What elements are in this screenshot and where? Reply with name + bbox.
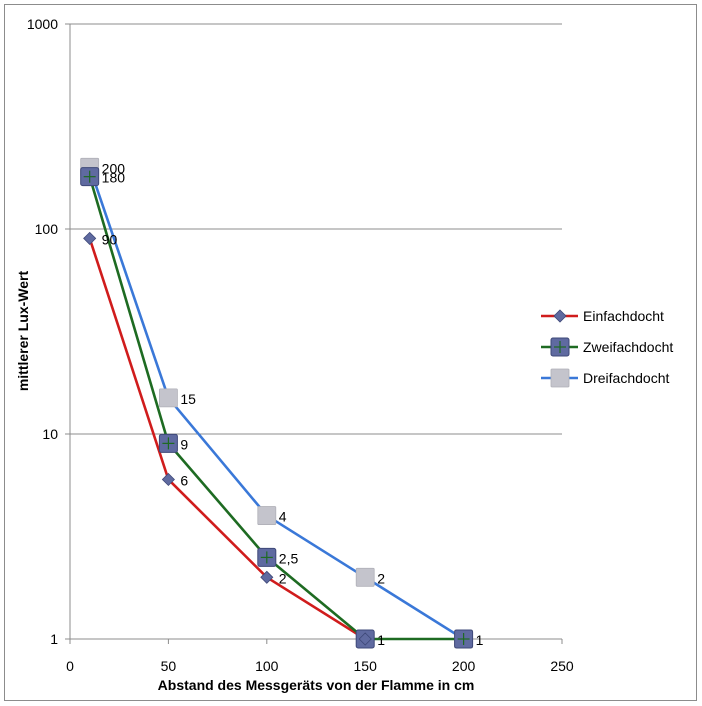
legend-label: Zweifachdocht — [583, 339, 673, 355]
data-label-einfachdocht: 6 — [180, 472, 188, 488]
y-tick-label: 10 — [42, 426, 58, 442]
legend-label: Dreifachdocht — [583, 370, 669, 386]
x-tick-label: 250 — [550, 658, 574, 674]
legend-item-einfachdocht: Einfachdocht — [541, 308, 664, 324]
data-label-dreifachdocht: 15 — [180, 391, 196, 407]
point-zweifachdocht — [257, 547, 277, 567]
legend-item-zweifachdocht: Zweifachdocht — [541, 337, 673, 357]
point-einfachdocht — [358, 632, 372, 646]
point-zweifachdocht — [454, 629, 474, 649]
point-dreifachdocht — [158, 388, 178, 408]
series-line-dreifachdocht — [88, 166, 465, 641]
point-einfachdocht — [260, 570, 274, 584]
point-zweifachdocht — [80, 167, 100, 187]
data-label-einfachdocht: 2 — [279, 570, 287, 586]
point-dreifachdocht — [355, 567, 375, 587]
x-axis-title: Abstand des Messgeräts von der Flamme in… — [158, 677, 475, 693]
series-markers — [80, 157, 474, 649]
y-tick-label: 1000 — [27, 16, 58, 32]
series-lines — [88, 166, 465, 641]
data-label-dreifachdocht: 1 — [476, 632, 484, 648]
data-labels: 90 6 2 1 180 9 2,5 200 15 4 2 1 — [102, 160, 484, 648]
data-label-dreifachdocht: 4 — [279, 509, 287, 525]
legend-label: Einfachdocht — [583, 308, 664, 324]
legend-marker — [550, 368, 570, 388]
legend-item-dreifachdocht: Dreifachdocht — [541, 368, 669, 388]
data-label-einfachdocht: 1 — [377, 632, 385, 648]
point-einfachdocht — [161, 472, 175, 487]
axes — [65, 23, 563, 644]
y-axis-title: mittlerer Lux-Wert — [15, 271, 31, 392]
point-einfachdocht — [83, 231, 97, 245]
data-label-zweifachdocht: 9 — [180, 436, 188, 452]
point-dreifachdocht — [257, 506, 277, 525]
data-label-dreifachdocht: 2 — [377, 570, 385, 586]
legend: Einfachdocht Zweifachdocht Dreifachdocht — [541, 308, 673, 388]
data-label-dreifachdocht: 200 — [102, 160, 126, 176]
legend-marker — [553, 309, 567, 323]
x-tick-label: 100 — [255, 658, 279, 674]
x-tick-label: 200 — [452, 658, 476, 674]
legend-marker — [550, 337, 570, 357]
series-line-einfachdocht — [88, 237, 366, 641]
y-tick-label: 100 — [35, 221, 59, 237]
tick-labels: 1 10 100 1000 0 50 100 150 200 250 — [27, 16, 574, 674]
x-tick-label: 0 — [66, 658, 74, 674]
x-tick-label: 50 — [161, 658, 177, 674]
chart-frame — [4, 4, 697, 701]
data-label-zweifachdocht: 2,5 — [279, 550, 299, 566]
data-label-einfachdocht: 90 — [102, 231, 118, 247]
y-tick-label: 1 — [50, 631, 58, 647]
data-label-zweifachdocht: 180 — [102, 170, 126, 186]
point-zweifachdocht — [158, 433, 178, 453]
x-tick-label: 150 — [354, 658, 378, 674]
